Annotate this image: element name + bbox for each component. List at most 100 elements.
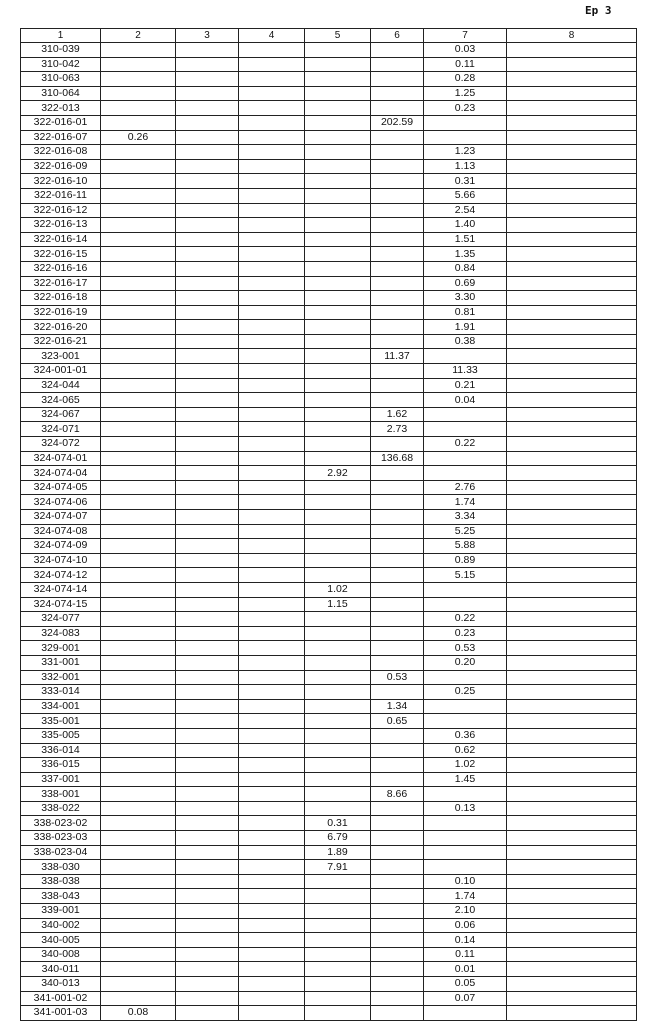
- row-code: 324-074-07: [20, 509, 101, 525]
- cell-col-2: [100, 654, 176, 671]
- table-row: 322-016-07 0.26: [20, 129, 637, 146]
- row-code: 324-074-05: [20, 479, 101, 496]
- cell-col-6: [370, 494, 424, 510]
- cell-col-6: [370, 523, 424, 540]
- row-code: 338-043: [20, 888, 101, 905]
- cell-col-2: [100, 844, 176, 861]
- cell-col-7: 0.84: [423, 260, 507, 277]
- cell-col-6: [370, 144, 424, 160]
- cell-col-8: [506, 932, 637, 948]
- cell-col-5: [304, 436, 371, 452]
- cell-col-6: [370, 654, 424, 671]
- cell-col-3: [175, 494, 239, 510]
- table-row: 334-001 1.34: [20, 698, 637, 715]
- cell-col-8: [506, 129, 637, 146]
- table-row: 338-038 0.10: [20, 873, 637, 890]
- table-row: 337-001 1.45: [20, 771, 637, 788]
- column-header: 6: [370, 28, 424, 43]
- table-row: 338-023-03 6.79: [20, 830, 637, 846]
- column-header: 1: [20, 28, 101, 43]
- cell-col-3: [175, 479, 239, 496]
- table-row: 340-005 0.14: [20, 932, 637, 948]
- cell-col-8: [506, 100, 637, 116]
- cell-col-5: [304, 158, 371, 175]
- cell-col-2: [100, 494, 176, 510]
- cell-col-5: [304, 932, 371, 948]
- row-code: 338-023-03: [20, 830, 101, 846]
- cell-col-6: [370, 844, 424, 861]
- cell-col-6: [370, 815, 424, 832]
- table-row: 310-039 0.03: [20, 42, 637, 58]
- cell-col-7: [423, 713, 507, 729]
- cell-col-4: [238, 552, 305, 569]
- row-code: 322-016-01: [20, 114, 101, 131]
- cell-col-2: [100, 581, 176, 598]
- cell-col-5: [304, 406, 371, 423]
- cell-col-8: [506, 596, 637, 613]
- cell-col-6: [370, 596, 424, 613]
- cell-col-8: [506, 465, 637, 481]
- row-code: 322-016-10: [20, 173, 101, 189]
- cell-col-2: 0.26: [100, 129, 176, 146]
- cell-col-4: [238, 158, 305, 175]
- cell-col-7: 2.10: [423, 903, 507, 919]
- cell-col-7: [423, 1005, 507, 1021]
- cell-col-4: [238, 932, 305, 948]
- row-code: 324-074-15: [20, 596, 101, 613]
- cell-col-7: 0.04: [423, 392, 507, 408]
- cell-col-3: [175, 290, 239, 306]
- table-row: 324-044 0.21: [20, 377, 637, 394]
- cell-col-6: 0.65: [370, 713, 424, 729]
- cell-col-3: [175, 348, 239, 365]
- cell-col-7: 0.06: [423, 917, 507, 934]
- cell-col-3: [175, 114, 239, 131]
- cell-col-8: [506, 114, 637, 131]
- cell-col-8: [506, 742, 637, 759]
- cell-col-6: [370, 85, 424, 102]
- cell-col-3: [175, 129, 239, 146]
- cell-col-4: [238, 509, 305, 525]
- cell-col-8: [506, 319, 637, 335]
- cell-col-7: [423, 815, 507, 832]
- cell-col-2: [100, 990, 176, 1007]
- cell-col-6: 8.66: [370, 786, 424, 802]
- cell-col-3: [175, 71, 239, 87]
- table-row: 322-016-15 1.35: [20, 246, 637, 262]
- row-code: 338-001: [20, 786, 101, 802]
- cell-col-8: [506, 654, 637, 671]
- row-code: 338-022: [20, 800, 101, 817]
- cell-col-7: 0.22: [423, 436, 507, 452]
- cell-col-2: [100, 917, 176, 934]
- cell-col-3: [175, 187, 239, 204]
- row-code: 323-001: [20, 348, 101, 365]
- cell-col-7: [423, 129, 507, 146]
- cell-col-8: [506, 85, 637, 102]
- table-row: 338-030 7.91: [20, 859, 637, 875]
- cell-col-7: 1.25: [423, 85, 507, 102]
- cell-col-5: [304, 786, 371, 802]
- cell-col-5: [304, 888, 371, 905]
- table-row: 322-016-17 0.69: [20, 275, 637, 292]
- cell-col-6: [370, 830, 424, 846]
- cell-col-4: [238, 494, 305, 510]
- cell-col-2: [100, 625, 176, 642]
- row-code: 339-001: [20, 903, 101, 919]
- cell-col-8: [506, 406, 637, 423]
- row-code: 322-016-20: [20, 319, 101, 335]
- row-code: 338-023-04: [20, 844, 101, 861]
- row-code: 310-039: [20, 42, 101, 58]
- cell-col-8: [506, 246, 637, 262]
- cell-col-3: [175, 319, 239, 335]
- cell-col-4: [238, 815, 305, 832]
- cell-col-8: [506, 976, 637, 992]
- cell-col-4: [238, 654, 305, 671]
- cell-col-2: [100, 100, 176, 116]
- cell-col-2: [100, 946, 176, 963]
- row-code: 324-067: [20, 406, 101, 423]
- cell-col-4: [238, 231, 305, 248]
- cell-col-2: [100, 465, 176, 481]
- row-code: 322-016-11: [20, 187, 101, 204]
- cell-col-8: [506, 830, 637, 846]
- cell-col-5: [304, 173, 371, 189]
- cell-col-6: [370, 173, 424, 189]
